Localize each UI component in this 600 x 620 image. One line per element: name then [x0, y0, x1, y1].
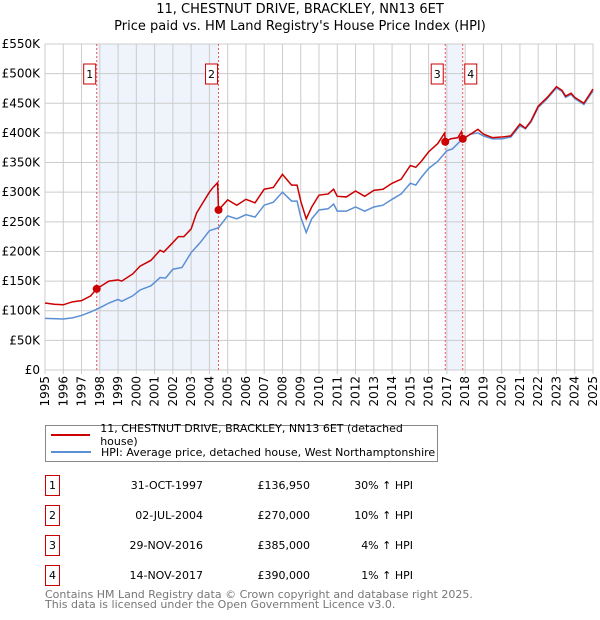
x-tick-label: 1998	[93, 376, 107, 407]
sale-label: 2	[208, 68, 215, 81]
x-tick-label: 2003	[184, 376, 198, 407]
x-tick-label: 2011	[330, 376, 344, 407]
sale-hpi-diff: 10% ↑ HPI	[354, 509, 413, 522]
y-tick-label: £250K	[2, 215, 42, 229]
x-tick-label: 2022	[531, 376, 545, 407]
legend-item-hpi: HPI: Average price, detached house, West…	[46, 444, 435, 460]
legend-label: HPI: Average price, detached house, West…	[101, 445, 436, 459]
sale-number: 1	[45, 475, 60, 496]
y-tick-label: £500K	[2, 67, 42, 81]
footer-copyright: Contains HM Land Registry data © Crown c…	[45, 588, 473, 601]
sale-date: 14-NOV-2017	[129, 569, 203, 582]
sale-point	[458, 134, 467, 143]
x-tick-label: 2005	[221, 376, 235, 407]
x-tick-label: 2006	[239, 376, 253, 407]
chart-title: 11, CHESTNUT DRIVE, BRACKLEY, NN13 6ET	[156, 2, 444, 17]
x-tick-label: 2016	[422, 376, 436, 407]
legend-swatch	[51, 434, 91, 436]
x-tick-label: 1997	[75, 376, 89, 407]
shaded-period	[445, 44, 463, 370]
sale-row: 4 14-NOV-2017 £390,000 1% ↑ HPI	[45, 565, 413, 587]
sale-hpi-diff: 4% ↑ HPI	[361, 539, 413, 552]
y-tick-label: £350K	[2, 156, 42, 170]
sale-number: 3	[45, 535, 60, 556]
sale-label: 3	[434, 68, 441, 81]
sale-date: 02-JUL-2004	[135, 509, 203, 522]
x-tick-label: 2008	[275, 376, 289, 407]
y-tick-label: £0	[25, 363, 40, 377]
sale-price: £385,000	[257, 539, 311, 552]
x-tick-label: 2021	[513, 376, 527, 407]
x-tick-label: 2023	[549, 376, 563, 407]
x-tick-label: 2007	[257, 376, 271, 407]
sale-label-box	[205, 63, 219, 85]
sale-point	[441, 137, 450, 146]
x-tick-label: 2024	[568, 376, 582, 407]
sale-number: 4	[45, 565, 60, 586]
sale-label: 4	[467, 68, 474, 81]
chart-subtitle: Price paid vs. HM Land Registry's House …	[114, 19, 486, 34]
sale-price: £390,000	[257, 569, 311, 582]
sale-price: £136,950	[257, 479, 311, 492]
y-tick-label: £550K	[2, 37, 42, 51]
sale-label-box	[430, 63, 444, 85]
legend-item-property: 11, CHESTNUT DRIVE, BRACKLEY, NN13 6ET (…	[46, 422, 437, 448]
x-tick-label: 2002	[166, 376, 180, 407]
sale-date: 29-NOV-2016	[129, 539, 203, 552]
footer-licence: This data is licensed under the Open Gov…	[45, 598, 396, 611]
x-tick-label: 2004	[202, 376, 216, 407]
x-tick-label: 2020	[495, 376, 509, 407]
x-tick-label: 2009	[294, 376, 308, 407]
price-chart: £0 £50K £100K £150K £200K £250K £300K £350K £400…	[2, 37, 600, 407]
x-tick-label: 2010	[312, 376, 326, 407]
y-tick-label: £400K	[2, 126, 42, 140]
x-tick-label: 2018	[458, 376, 472, 407]
y-tick-label: £450K	[2, 96, 42, 110]
y-tick-label: £150K	[2, 274, 42, 288]
x-tick-label: 1996	[56, 376, 70, 407]
sale-number: 2	[45, 505, 60, 526]
sale-label-box	[464, 63, 478, 85]
sale-row: 1 31-OCT-1997 £136,950 30% ↑ HPI	[45, 475, 413, 497]
x-tick-label: 2017	[440, 376, 454, 407]
x-tick-label: 1995	[38, 376, 52, 407]
plot-border	[44, 43, 594, 371]
sale-row: 2 02-JUL-2004 £270,000 10% ↑ HPI	[45, 505, 413, 527]
sale-price: £270,000	[257, 509, 311, 522]
legend-label: 11, CHESTNUT DRIVE, BRACKLEY, NN13 6ET (…	[100, 422, 403, 448]
sale-point	[214, 205, 223, 214]
sale-label: 1	[86, 68, 93, 81]
sale-hpi-diff: 1% ↑ HPI	[361, 569, 413, 582]
x-tick-label: 2025	[586, 376, 600, 407]
legend-swatch	[51, 451, 91, 453]
y-tick-label: £200K	[2, 244, 42, 258]
sale-hpi-diff: 30% ↑ HPI	[354, 479, 413, 492]
property-price-line	[44, 85, 594, 306]
x-tick-label: 2012	[349, 376, 363, 407]
x-tick-label: 2001	[148, 376, 162, 407]
y-tick-label: £300K	[2, 185, 42, 199]
y-tick-label: £100K	[2, 304, 42, 318]
x-tick-label: 1999	[111, 376, 125, 407]
legend: 11, CHESTNUT DRIVE, BRACKLEY, NN13 6ET (…	[45, 422, 438, 462]
x-tick-label: 2013	[367, 376, 381, 407]
sale-label-box	[83, 63, 97, 85]
x-tick-label: 2019	[476, 376, 490, 407]
x-tick-label: 2000	[129, 376, 143, 407]
y-tick-label: £50K	[9, 333, 41, 347]
hpi-line	[44, 86, 594, 320]
shaded-period	[96, 44, 219, 370]
x-tick-label: 2015	[403, 376, 417, 407]
sale-point	[92, 284, 101, 293]
sale-row: 3 29-NOV-2016 £385,000 4% ↑ HPI	[45, 535, 413, 557]
sale-date: 31-OCT-1997	[130, 479, 203, 492]
x-tick-label: 2014	[385, 376, 399, 407]
